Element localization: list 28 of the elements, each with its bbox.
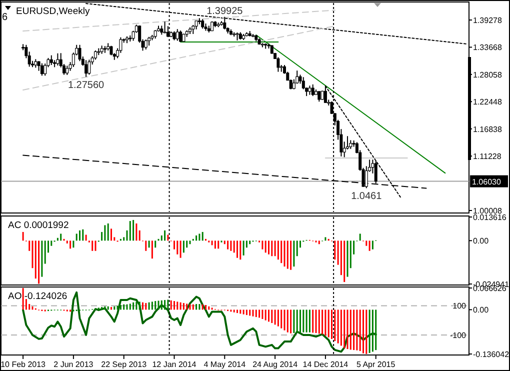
x-tick-label: 22 Sep 2013 xyxy=(101,360,148,369)
y-tick-label: 1.11228 xyxy=(473,152,502,162)
x-tick-label: 4 May 2014 xyxy=(204,360,246,369)
x-tick-label: 24 Aug 2014 xyxy=(252,360,298,369)
x-tick-label: 14 Dec 2014 xyxy=(302,360,349,369)
y-tick-label: 1.16838 xyxy=(473,124,502,134)
y-tick-label: 0.00 xyxy=(473,306,490,315)
chart-title: AO -0.124026 xyxy=(8,291,68,302)
y-tick-label: 0.013616 xyxy=(473,213,507,222)
annotation: 1.39925 xyxy=(206,6,244,17)
y-tick-label: 1.33668 xyxy=(473,43,502,52)
chart-title: AC 0.0001992 xyxy=(8,220,69,231)
annotation: 1.0461 xyxy=(351,191,382,202)
y-tick-label: 1.39278 xyxy=(473,16,502,25)
chart-title: EURUSD,Weekly xyxy=(16,6,90,17)
x-tick-label: 5 Apr 2015 xyxy=(356,360,396,369)
y2-tick-label: -100 xyxy=(450,330,467,340)
annotation: 1.27560 xyxy=(68,80,105,91)
ref-line-label: 1.06030 xyxy=(472,177,502,186)
x-tick-label: 2 Jun 2013 xyxy=(54,360,94,369)
x-tick-label: 12 Jan 2014 xyxy=(152,360,197,369)
x-tick-label: 10 Feb 2013 xyxy=(0,360,46,369)
y-tick-label: 1.28058 xyxy=(473,70,502,80)
y-tick-label: -0.136042 xyxy=(473,350,510,359)
y-tick-label: 1.22448 xyxy=(473,98,502,107)
y-tick-label: 0.00 xyxy=(473,236,490,246)
y2-tick-label: 100 xyxy=(452,302,467,311)
annotation: 6 xyxy=(2,12,8,23)
